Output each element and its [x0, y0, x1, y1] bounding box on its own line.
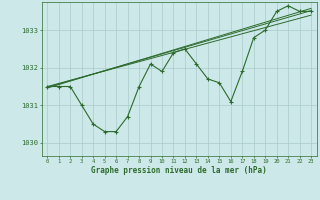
X-axis label: Graphe pression niveau de la mer (hPa): Graphe pression niveau de la mer (hPa)	[91, 166, 267, 175]
